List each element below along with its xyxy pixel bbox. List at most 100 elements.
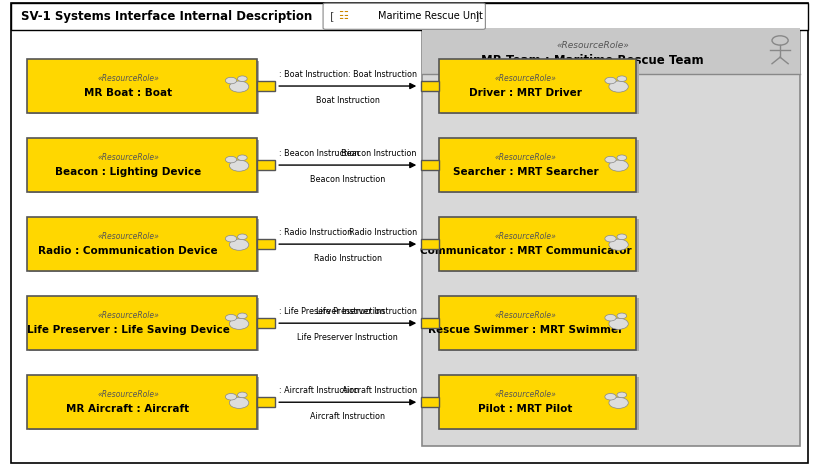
Circle shape [617,313,627,319]
Circle shape [225,235,237,242]
FancyBboxPatch shape [439,218,637,271]
FancyBboxPatch shape [27,376,257,429]
Circle shape [225,393,237,400]
Text: : Life Preserver Instruction: : Life Preserver Instruction [278,307,384,316]
FancyBboxPatch shape [257,81,274,91]
Circle shape [609,81,628,92]
Circle shape [605,314,616,321]
Circle shape [617,76,627,81]
FancyBboxPatch shape [323,3,485,29]
FancyBboxPatch shape [441,219,639,272]
FancyBboxPatch shape [422,28,800,74]
FancyBboxPatch shape [441,140,639,193]
FancyBboxPatch shape [29,219,260,272]
FancyBboxPatch shape [11,3,808,30]
Text: Beacon Instruction: Beacon Instruction [310,175,385,184]
FancyBboxPatch shape [29,377,260,431]
Circle shape [605,77,616,84]
Text: Radio Instruction: Radio Instruction [313,254,382,263]
Text: : Radio Instruction: : Radio Instruction [344,228,417,237]
Text: «ResourceRole»: «ResourceRole» [556,41,628,50]
Text: «ResourceRole»: «ResourceRole» [97,311,159,319]
Text: MR Aircraft : Aircraft: MR Aircraft : Aircraft [67,404,190,414]
FancyBboxPatch shape [441,377,639,431]
Circle shape [230,81,249,92]
Circle shape [609,239,628,250]
Text: Searcher : MRT Searcher: Searcher : MRT Searcher [453,167,598,177]
FancyBboxPatch shape [29,140,260,193]
Text: : Boat Instruction: : Boat Instruction [278,70,348,79]
Circle shape [238,76,247,81]
FancyBboxPatch shape [441,61,639,114]
FancyBboxPatch shape [421,397,439,407]
FancyBboxPatch shape [29,61,260,114]
Text: Life Preserver Instruction: Life Preserver Instruction [297,333,398,342]
Text: SV-1 Systems Interface Internal Description: SV-1 Systems Interface Internal Descript… [21,10,313,23]
FancyBboxPatch shape [439,376,637,429]
Text: «ResourceRole»: «ResourceRole» [97,153,159,161]
FancyBboxPatch shape [27,297,257,350]
Circle shape [225,314,237,321]
Text: ]: ] [475,11,479,21]
Text: [: [ [330,11,334,21]
Text: : Aircraft Instruction: : Aircraft Instruction [337,386,417,395]
Text: Beacon : Lighting Device: Beacon : Lighting Device [55,167,201,177]
FancyBboxPatch shape [257,160,274,170]
Text: : Aircraft Instruction: : Aircraft Instruction [278,386,359,395]
Circle shape [609,160,628,171]
Text: MR Team : Maritime Rescue Team: MR Team : Maritime Rescue Team [481,54,704,67]
Circle shape [230,239,249,250]
Text: : Boat Instruction: : Boat Instruction [348,70,417,79]
Text: «ResourceRole»: «ResourceRole» [495,73,557,82]
FancyBboxPatch shape [11,3,808,463]
Circle shape [609,397,628,408]
Circle shape [617,234,627,239]
Text: Life Preserver : Life Saving Device: Life Preserver : Life Saving Device [27,325,230,335]
Text: «ResourceRole»: «ResourceRole» [97,232,159,240]
Circle shape [230,397,249,408]
FancyBboxPatch shape [27,139,257,192]
Text: Radio : Communication Device: Radio : Communication Device [38,246,218,256]
FancyBboxPatch shape [27,218,257,271]
Text: Communicator : MRT Communicator: Communicator : MRT Communicator [420,246,632,256]
Circle shape [230,318,249,329]
Text: Pilot : MRT Pilot: Pilot : MRT Pilot [479,404,573,414]
Text: «ResourceRole»: «ResourceRole» [495,232,557,240]
FancyBboxPatch shape [29,298,260,352]
FancyBboxPatch shape [27,60,257,113]
Circle shape [605,235,616,242]
Circle shape [238,155,247,160]
Circle shape [238,234,247,239]
Text: Aircraft Instruction: Aircraft Instruction [310,412,385,421]
FancyBboxPatch shape [439,297,637,350]
FancyBboxPatch shape [421,239,439,249]
FancyBboxPatch shape [439,139,637,192]
Text: «ResourceRole»: «ResourceRole» [97,73,159,82]
Circle shape [238,313,247,319]
Circle shape [605,393,616,400]
FancyBboxPatch shape [421,318,439,328]
Text: : Beacon Instruction: : Beacon Instruction [278,149,359,158]
Circle shape [230,160,249,171]
Text: : Radio Instruction: : Radio Instruction [278,228,352,237]
Circle shape [238,392,247,398]
Circle shape [617,392,627,398]
Text: ☷: ☷ [339,11,348,21]
Text: Maritime Rescue Unit: Maritime Rescue Unit [378,11,483,21]
Circle shape [225,77,237,84]
Text: : Life Preserver Instruction: : Life Preserver Instruction [311,307,417,316]
Circle shape [617,155,627,160]
Circle shape [605,156,616,163]
Text: «ResourceRole»: «ResourceRole» [97,390,159,399]
FancyBboxPatch shape [439,60,637,113]
Text: Driver : MRT Driver: Driver : MRT Driver [469,88,582,98]
Text: «ResourceRole»: «ResourceRole» [495,390,557,399]
Text: «ResourceRole»: «ResourceRole» [495,153,557,161]
Circle shape [225,156,237,163]
Text: Boat Instruction: Boat Instruction [316,96,379,105]
Text: Rescue Swimmer : MRT Swimmer: Rescue Swimmer : MRT Swimmer [428,325,624,335]
FancyBboxPatch shape [421,81,439,91]
FancyBboxPatch shape [257,239,274,249]
FancyBboxPatch shape [421,160,439,170]
Circle shape [609,318,628,329]
